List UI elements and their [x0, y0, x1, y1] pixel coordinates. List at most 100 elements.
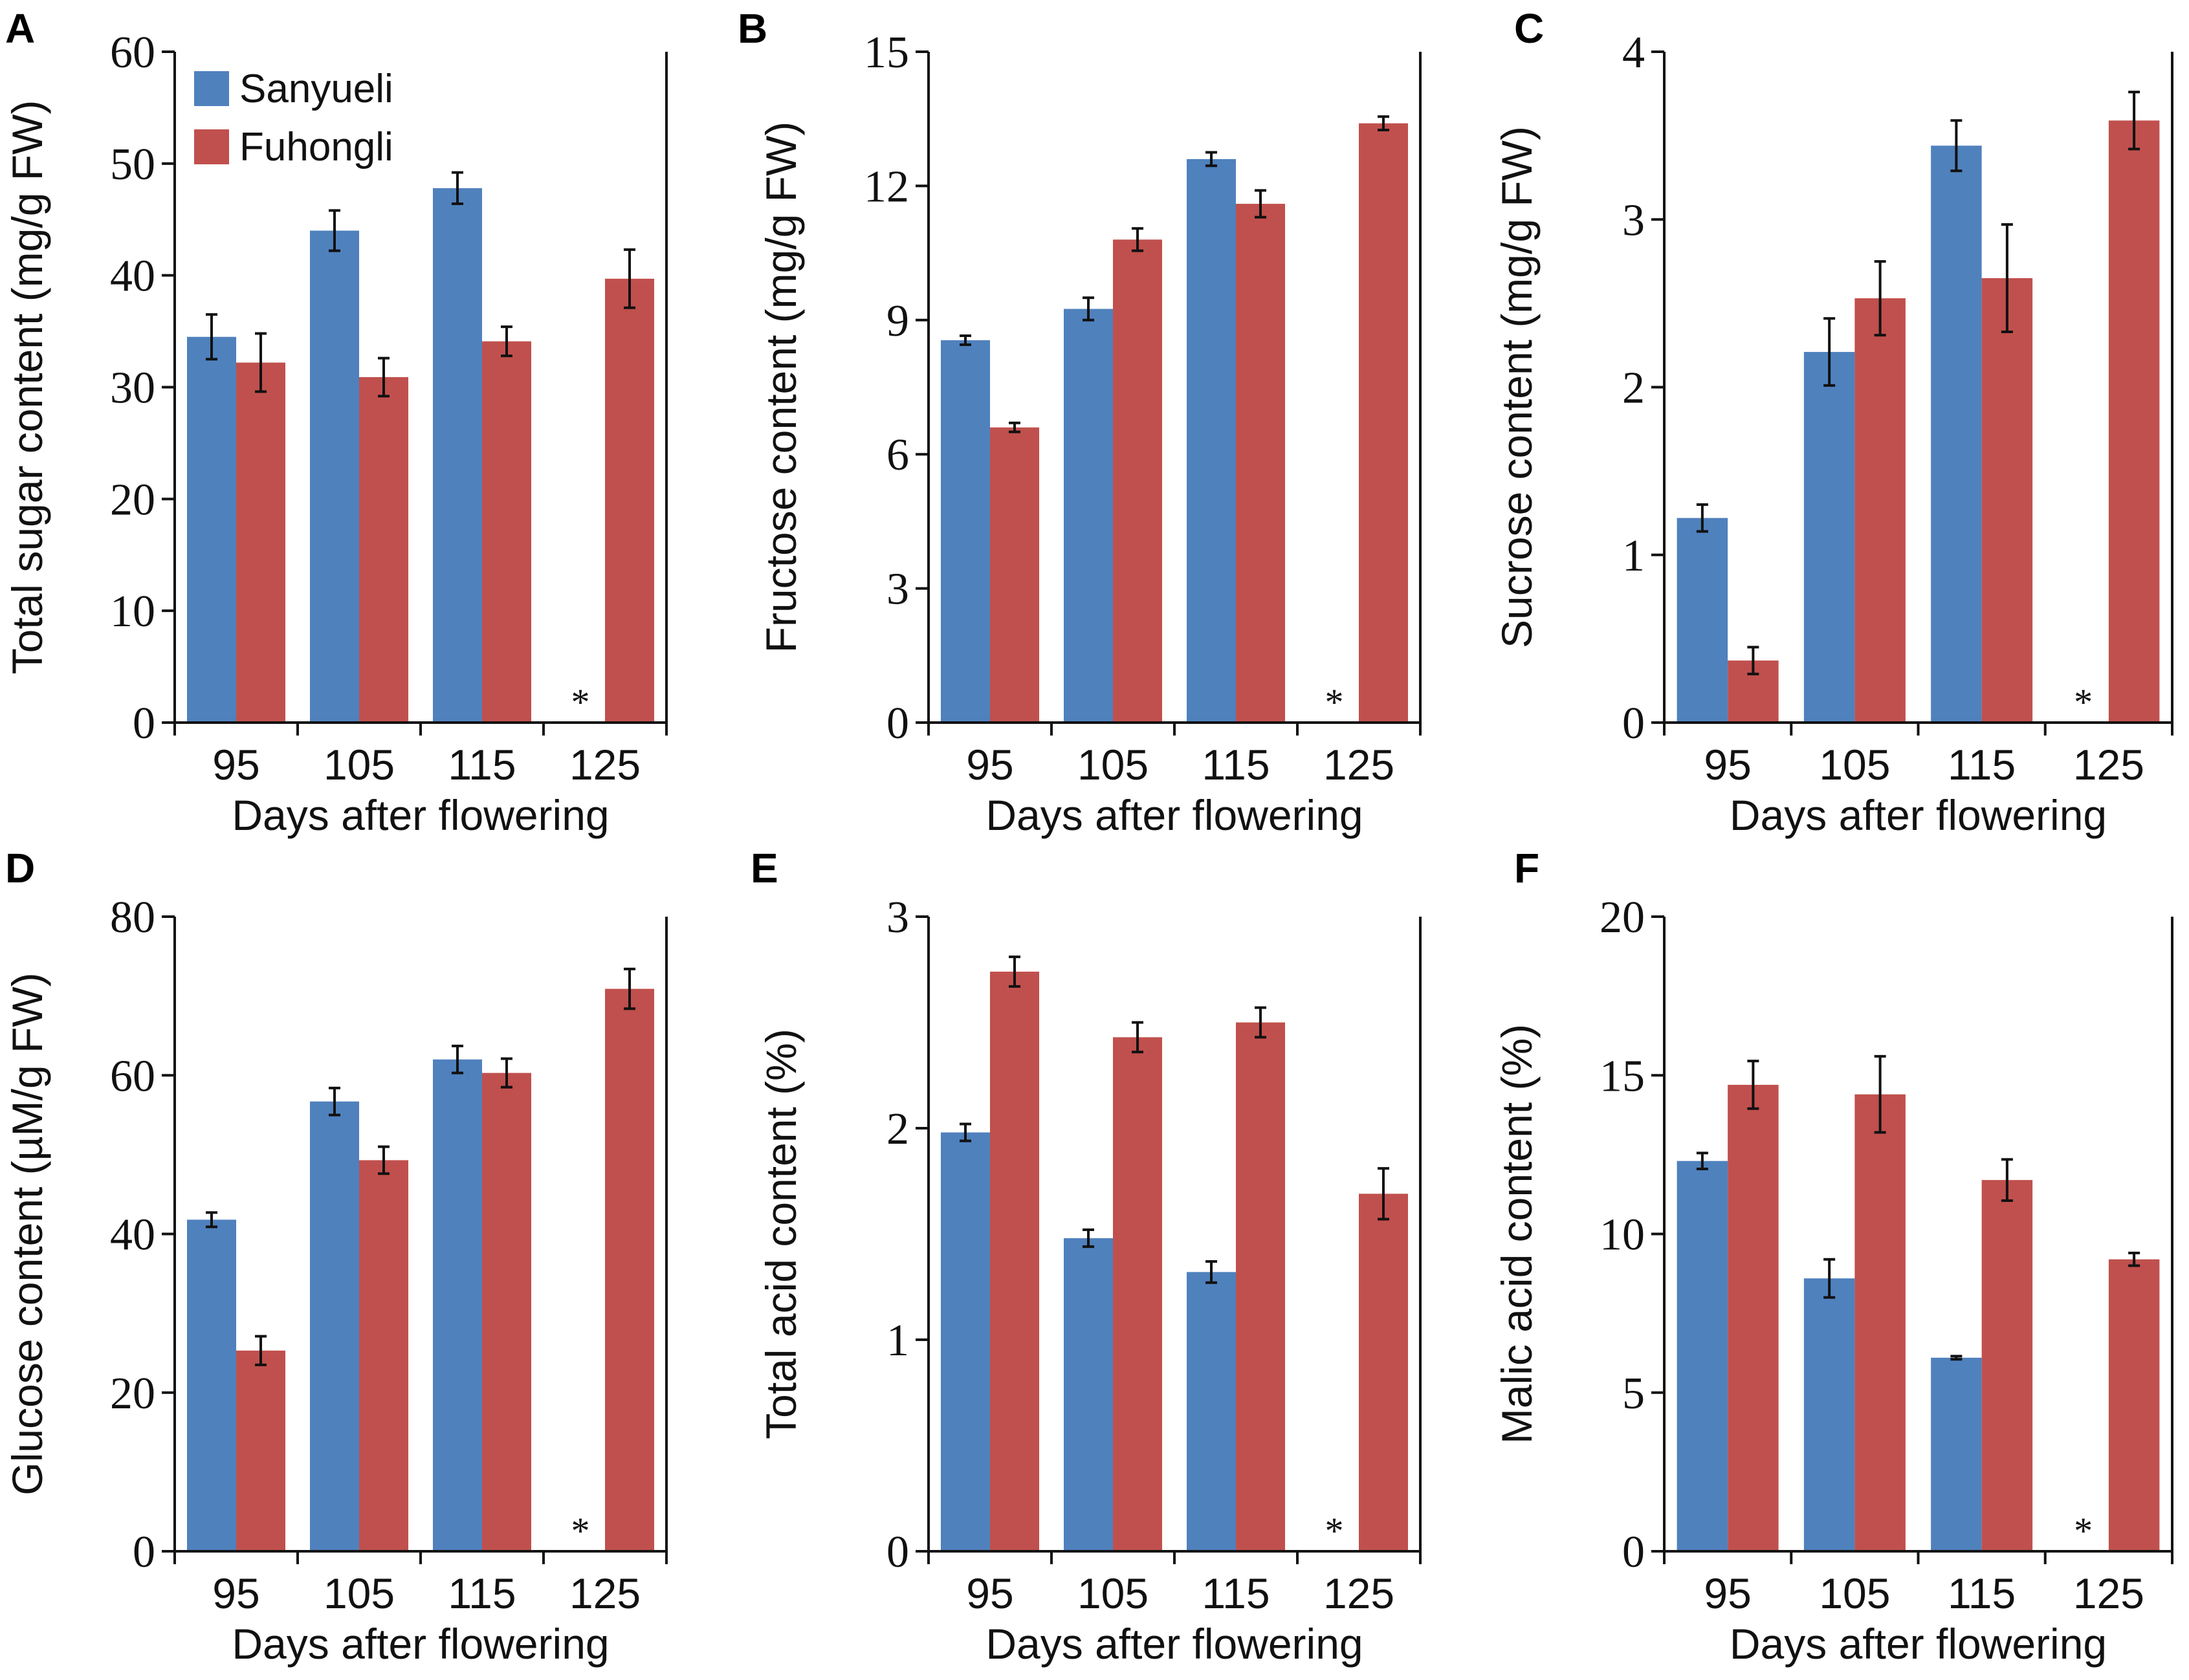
errorbar-sanyueli-105 — [329, 1086, 340, 1117]
x-tick-label: 95 — [212, 1569, 259, 1617]
y-tick-label: 60 — [110, 28, 155, 78]
bar-sanyueli-95 — [187, 336, 236, 723]
x-tick-label: 105 — [1077, 1569, 1149, 1617]
panel-letter: A — [5, 5, 35, 52]
y-tick-label: 30 — [110, 364, 155, 413]
errorbar-fuhongli-105 — [378, 356, 390, 398]
y-tick-label: 2 — [886, 1104, 909, 1154]
errorbar-sanyueli-115 — [452, 171, 463, 206]
errorbar-sanyueli-105 — [1083, 1228, 1094, 1249]
bar-sanyueli-95 — [941, 340, 990, 723]
x-axis-title: Days after flowering — [232, 791, 609, 839]
y-axis-title: Fructose content (mg/g FW) — [757, 122, 805, 653]
y-tick-label: 6 — [886, 430, 909, 480]
y-tick-label: 15 — [864, 28, 909, 78]
y-axis-title: Total acid content (%) — [757, 1029, 805, 1439]
y-tick-label: 20 — [110, 475, 155, 525]
errorbar-sanyueli-115 — [1205, 1260, 1217, 1284]
y-tick-label: 10 — [1600, 1210, 1645, 1260]
bar-fuhongli-125 — [605, 278, 654, 723]
errorbar-sanyueli-95 — [960, 334, 971, 346]
missing-data-marker: * — [2074, 1510, 2093, 1552]
bar-sanyueli-95 — [187, 1219, 236, 1551]
y-axis-title: Malic acid content (%) — [1493, 1024, 1541, 1444]
errorbar-fuhongli-105 — [378, 1145, 390, 1175]
errorbar-sanyueli-95 — [1696, 503, 1708, 533]
x-tick-label: 105 — [1077, 741, 1149, 789]
x-tick-label: 105 — [1819, 1569, 1890, 1617]
bar-sanyueli-95 — [1677, 1161, 1728, 1551]
errorbar-fuhongli-125 — [624, 248, 635, 309]
bar-sanyueli-95 — [1677, 518, 1728, 723]
missing-data-marker: * — [1325, 681, 1344, 723]
x-tick-label: 115 — [448, 741, 516, 789]
y-tick-label: 0 — [886, 699, 909, 748]
bar-sanyueli-105 — [310, 1101, 359, 1551]
x-axis-title: Days after flowering — [232, 1620, 609, 1668]
bar-fuhongli-125 — [605, 988, 654, 1551]
errorbar-sanyueli-95 — [960, 1122, 971, 1142]
x-tick-label: 95 — [966, 741, 1013, 789]
y-tick-label: 12 — [864, 162, 909, 212]
y-tick-label: 3 — [886, 893, 909, 943]
legend-label-sanyueli: Sanyueli — [239, 67, 393, 111]
y-tick-label: 60 — [110, 1051, 155, 1101]
missing-data-marker: * — [1325, 1510, 1344, 1552]
y-tick-label: 2 — [1622, 364, 1645, 413]
errorbar-fuhongli-125 — [2128, 91, 2140, 151]
x-tick-label: 125 — [1323, 1569, 1394, 1617]
y-tick-label: 10 — [110, 587, 155, 637]
y-tick-label: 3 — [1622, 195, 1645, 245]
errorbar-fuhongli-125 — [1378, 1167, 1389, 1221]
bar-sanyueli-115 — [433, 1059, 482, 1551]
bar-fuhongli-95 — [990, 972, 1039, 1551]
x-axis-title: Days after flowering — [1730, 791, 2107, 839]
y-tick-label: 1 — [1622, 531, 1645, 581]
errorbar-fuhongli-125 — [1378, 115, 1389, 131]
x-axis-title: Days after flowering — [1730, 1620, 2107, 1668]
panel-letter: C — [1514, 5, 1544, 52]
legend-label-fuhongli: Fuhongli — [239, 125, 393, 169]
bar-fuhongli-125 — [1359, 123, 1408, 723]
errorbar-fuhongli-105 — [1132, 1021, 1143, 1054]
errorbar-fuhongli-125 — [624, 967, 635, 1010]
y-tick-label: 0 — [133, 699, 155, 748]
y-tick-label: 40 — [110, 252, 155, 301]
y-tick-label: 0 — [1622, 699, 1645, 748]
bar-fuhongli-125 — [2108, 120, 2160, 723]
bar-fuhongli-115 — [1236, 1022, 1285, 1551]
x-tick-label: 125 — [2073, 741, 2144, 789]
bar-fuhongli-105 — [1854, 298, 1906, 723]
x-tick-label: 95 — [1704, 1569, 1751, 1617]
x-tick-label: 125 — [569, 1569, 641, 1617]
x-tick-label: 105 — [1819, 741, 1890, 789]
errorbar-sanyueli-105 — [1823, 1258, 1836, 1299]
y-tick-label: 80 — [110, 893, 155, 943]
y-tick-label: 3 — [886, 565, 909, 615]
bar-fuhongli-95 — [236, 362, 285, 723]
bar-sanyueli-105 — [310, 230, 359, 723]
x-tick-label: 115 — [1202, 1569, 1270, 1617]
errorbar-fuhongli-105 — [1874, 1054, 1886, 1134]
x-tick-label: 115 — [1948, 1569, 2016, 1617]
errorbar-fuhongli-95 — [1009, 421, 1020, 433]
bar-fuhongli-115 — [1981, 1180, 2033, 1551]
errorbar-sanyueli-115 — [1950, 119, 1963, 173]
x-axis-title: Days after flowering — [985, 1620, 1363, 1668]
y-tick-label: 0 — [886, 1527, 909, 1577]
bar-sanyueli-115 — [1931, 146, 1982, 723]
errorbar-fuhongli-95 — [255, 332, 267, 393]
y-tick-label: 4 — [1622, 28, 1645, 78]
missing-data-marker: * — [571, 681, 590, 723]
bar-fuhongli-125 — [2108, 1259, 2160, 1551]
y-tick-label: 20 — [1600, 893, 1645, 943]
errorbar-fuhongli-115 — [2001, 1158, 2013, 1202]
panel-letter: F — [1514, 845, 1539, 891]
errorbar-fuhongli-105 — [1132, 227, 1143, 252]
